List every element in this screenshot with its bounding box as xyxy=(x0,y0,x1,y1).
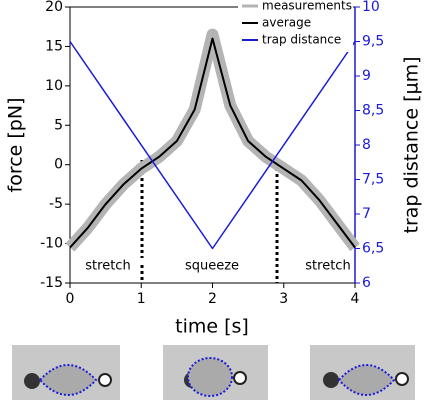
x-tick-label: 3 xyxy=(279,291,288,307)
bead xyxy=(98,373,112,387)
y-axis-label: force [pN] xyxy=(5,98,27,193)
y-tick-label: -10 xyxy=(40,236,63,252)
x-tick-label: 2 xyxy=(208,291,217,307)
y-tick-label: 0 xyxy=(54,157,63,173)
y2-tick-label: 6 xyxy=(362,275,371,291)
cell-outline xyxy=(187,357,233,397)
bead xyxy=(395,372,409,386)
y2-tick-label: 9,5 xyxy=(362,34,384,50)
legend-label: trap distance xyxy=(262,33,341,47)
series-line xyxy=(69,37,356,249)
y-tick-label: -5 xyxy=(49,196,63,212)
series-line xyxy=(69,41,356,250)
y2-tick-label: 10 xyxy=(362,0,380,15)
bead xyxy=(24,373,40,389)
y2-tick-label: 7 xyxy=(362,206,371,222)
series-line xyxy=(65,28,360,252)
annotation: stretch xyxy=(85,259,130,274)
annotation: stretch xyxy=(305,259,350,274)
y2-tick-label: 8 xyxy=(362,137,371,153)
y2-tick-label: 7,5 xyxy=(362,172,384,188)
cell-outline xyxy=(38,364,98,396)
cell-outline xyxy=(337,364,396,396)
y-tick-label: 5 xyxy=(54,117,63,133)
y-tick-label: 10 xyxy=(45,78,63,94)
y2-axis-label: trap distance [µm] xyxy=(401,57,423,234)
legend-label: measurements xyxy=(262,0,352,13)
y-tick-label: 15 xyxy=(45,38,63,54)
x-tick-label: 1 xyxy=(137,291,146,307)
x-tick-label: 4 xyxy=(351,291,360,307)
legend-box xyxy=(238,0,353,52)
y2-tick-label: 6,5 xyxy=(362,241,384,257)
micrographs xyxy=(12,345,415,400)
y-tick-label: -15 xyxy=(40,275,63,291)
x-axis-label: time [s] xyxy=(175,316,249,338)
y2-tick-label: 8,5 xyxy=(362,103,384,119)
bead xyxy=(233,371,247,385)
legend-label: average xyxy=(262,16,311,30)
annotation: squeeze xyxy=(185,259,239,274)
y2-tick-label: 9 xyxy=(362,68,371,84)
bead xyxy=(323,372,339,388)
y-tick-label: 20 xyxy=(45,0,63,15)
x-tick-label: 0 xyxy=(66,291,75,307)
